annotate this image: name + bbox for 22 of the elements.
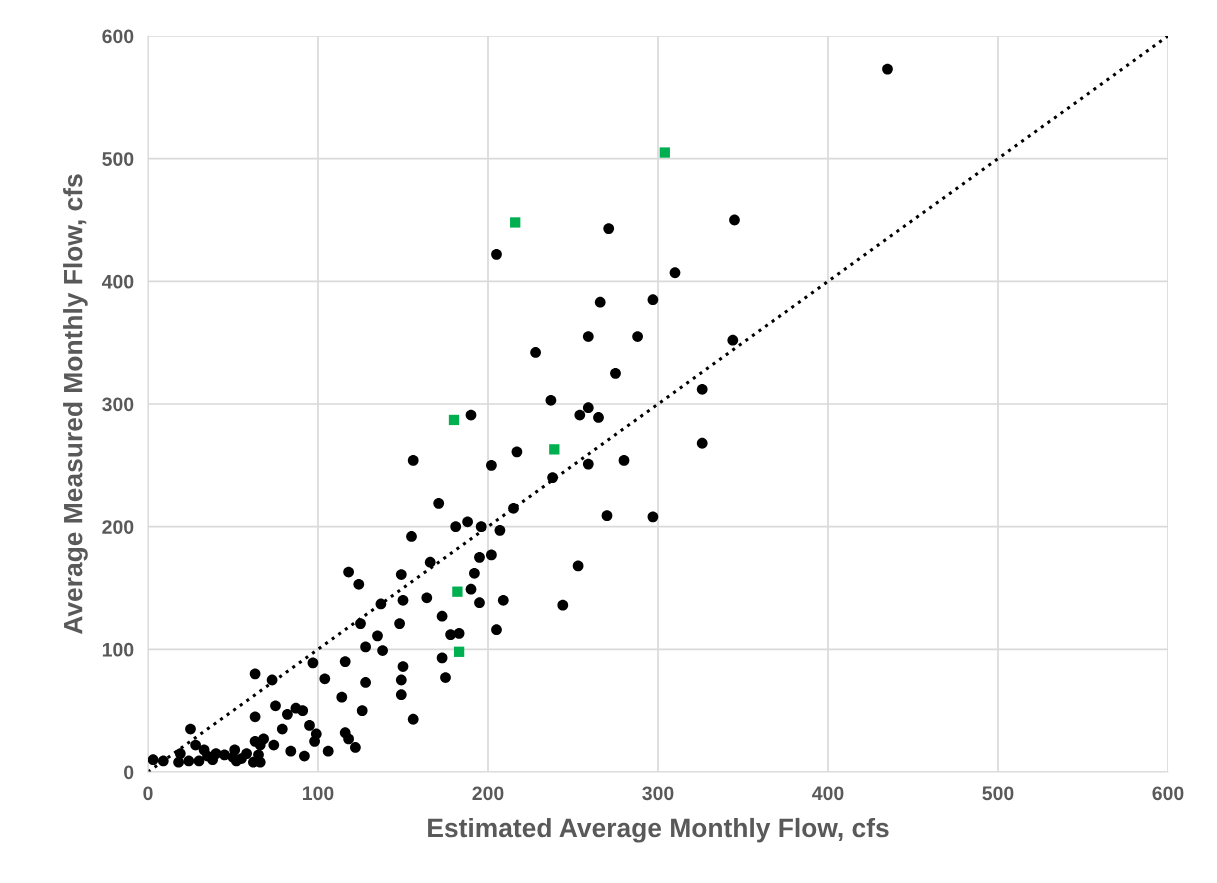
y-tick-label: 200 [102,520,134,534]
x-tick-label: 0 [143,786,153,801]
x-tick-label: 400 [812,786,844,801]
x-tick-label: 200 [472,786,504,801]
x-axis-title: Estimated Average Monthly Flow, cfs [428,817,889,843]
point [448,414,460,426]
y-tick-label: 0 [124,765,134,780]
y-tick-label: 500 [102,152,134,166]
y-tick-label: 100 [102,642,134,657]
y-axis-title: Average Measured Monthly Flow, cfs [63,174,88,635]
point [659,147,670,158]
point [549,444,560,455]
x-tick-label: 600 [1152,786,1184,801]
point [510,217,521,228]
x-tick-label: 500 [982,786,1014,801]
point [453,646,465,657]
point [452,586,463,597]
y-tick-label: 400 [101,274,134,289]
x-tick-label: 100 [303,786,334,801]
y-tick-label: 600 [102,29,134,44]
y-tick-label: 300 [102,397,134,412]
x-tick-label: 300 [642,786,674,801]
